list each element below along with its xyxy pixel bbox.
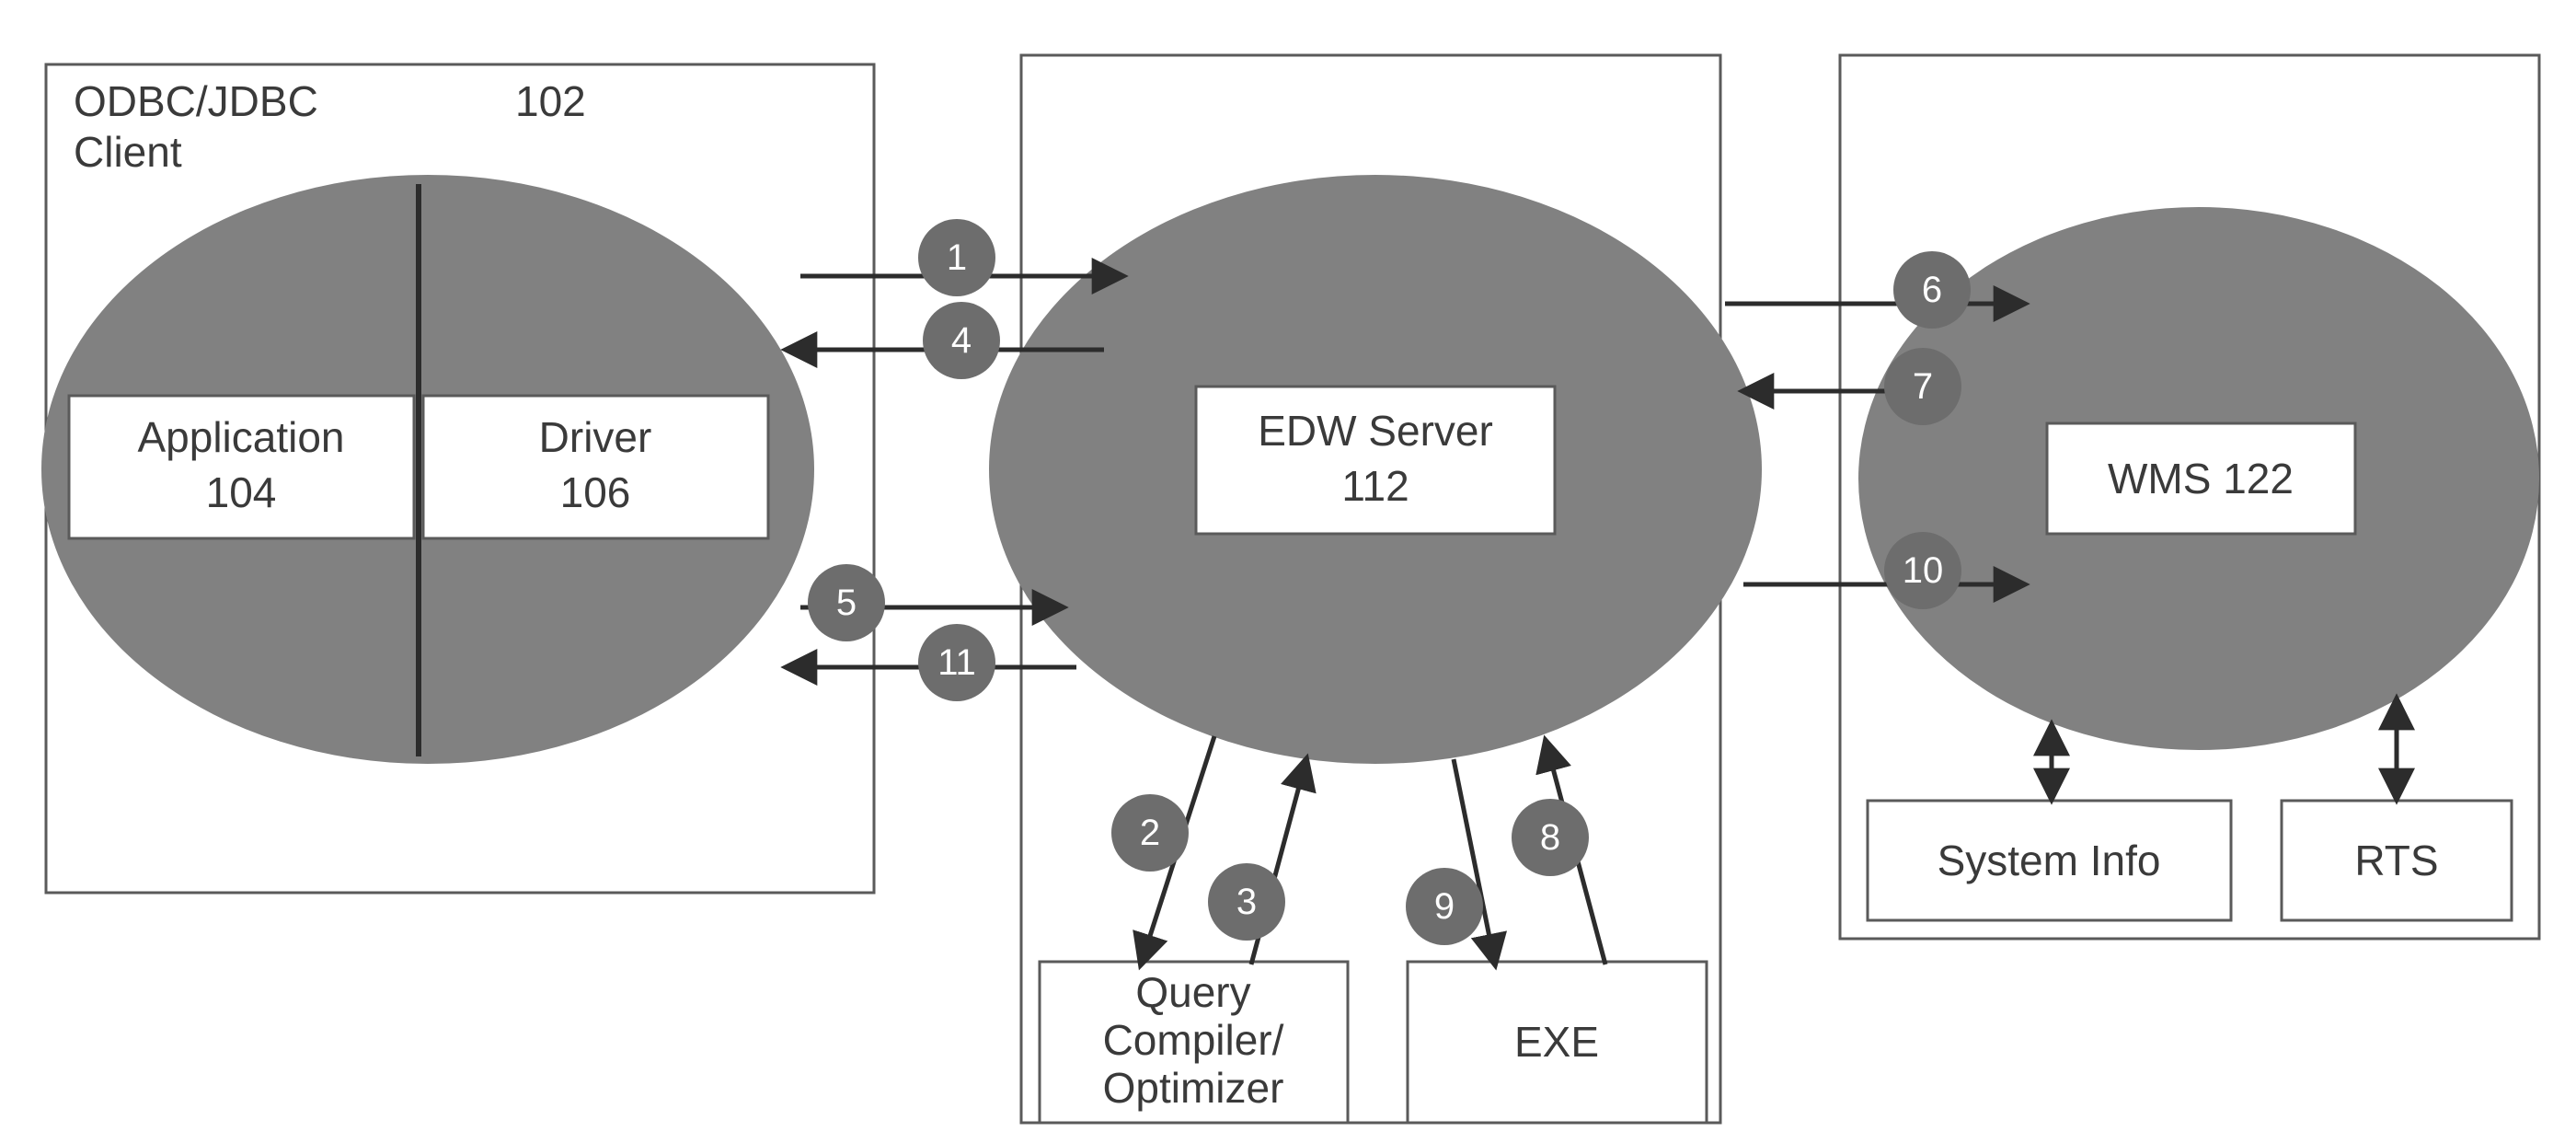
badge-text-6: 6 — [1922, 270, 1942, 310]
badge-text-5: 5 — [836, 583, 857, 623]
rts-label: RTS — [2354, 837, 2438, 884]
badge-text-8: 8 — [1540, 817, 1560, 858]
sysinfo-label: System Info — [1938, 837, 2161, 884]
driver-label-2: 106 — [560, 468, 631, 516]
query-label-3: Optimizer — [1103, 1064, 1284, 1112]
application-label-1: Application — [137, 413, 344, 461]
badge-text-1: 1 — [947, 237, 967, 278]
driver-label-1: Driver — [539, 413, 652, 461]
client-title-2: Client — [74, 128, 182, 176]
query-label-2: Compiler/ — [1103, 1016, 1284, 1064]
query-label-1: Query — [1135, 968, 1250, 1016]
application-label-2: 104 — [206, 468, 277, 516]
client-title-1: ODBC/JDBC — [74, 77, 318, 125]
badge-text-3: 3 — [1236, 882, 1257, 922]
edw-label-1: EDW Server — [1258, 407, 1493, 455]
edw-label-2: 112 — [1341, 462, 1409, 510]
exe-label: EXE — [1514, 1018, 1599, 1066]
badge-text-4: 4 — [951, 320, 972, 361]
badge-text-7: 7 — [1913, 366, 1933, 407]
architecture-diagram: ODBC/JDBC Client 102 Application 104 Dri… — [0, 0, 2576, 1143]
wms-label: WMS 122 — [2108, 455, 2294, 502]
client-ref: 102 — [515, 77, 586, 125]
badge-text-10: 10 — [1903, 550, 1944, 591]
badge-text-11: 11 — [937, 642, 976, 683]
badge-text-9: 9 — [1434, 886, 1455, 927]
badge-text-2: 2 — [1140, 813, 1160, 853]
